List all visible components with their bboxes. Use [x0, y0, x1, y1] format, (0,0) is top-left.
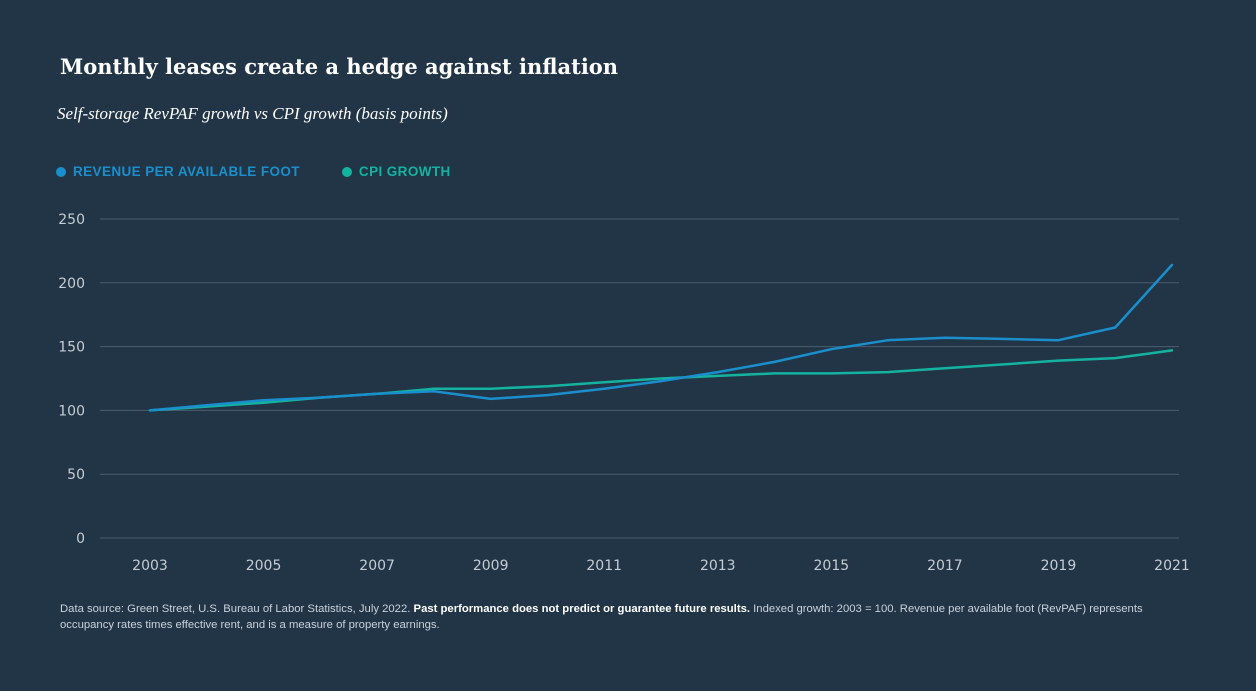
x-axis-ticks: 2003 2005 2007 2009 2011 2013 2015 2017 2019 2021: [132, 558, 1190, 574]
legend-item-revpaf: REVENUE PER AVAILABLE FOOT: [56, 164, 300, 179]
legend-label-revpaf: REVENUE PER AVAILABLE FOOT: [73, 164, 300, 179]
x-tick-label-2005: 2005: [246, 558, 282, 574]
footnote-detail: Indexed growth: 2003 = 100. Revenue per …: [60, 603, 1143, 631]
footnote-disclaimer: Past performance does not predict or gua…: [413, 603, 751, 615]
x-tick-label-2013: 2013: [700, 558, 736, 574]
legend-item-cpi: CPI GROWTH: [341, 164, 451, 179]
y-tick-label-200: 200: [58, 276, 85, 292]
y-tick-label-100: 100: [58, 403, 85, 419]
y-tick-label-50: 50: [67, 467, 85, 483]
legend-dot-cpi: [341, 166, 352, 177]
x-tick-label-2003: 2003: [132, 558, 168, 574]
line-chart: 0 50 100 150 200 250 2003 2005 2007 2009 2011 2013…: [58, 212, 1190, 574]
footnote-source: Data source: Green Street, U.S. Bureau o…: [60, 603, 411, 615]
x-tick-label-2017: 2017: [927, 558, 963, 574]
chart-title: Monthly leases create a hedge against in…: [60, 54, 619, 79]
x-tick-label-2007: 2007: [359, 558, 395, 574]
legend-label-cpi: CPI GROWTH: [358, 164, 451, 179]
grid-lines: [100, 218, 1179, 539]
footnote: Data source: Green Street, U.S. Bureau o…: [60, 601, 1190, 633]
x-tick-label-2015: 2015: [814, 558, 850, 574]
series-line-revpaf: [148, 263, 1174, 412]
series-lines: [148, 263, 1174, 412]
y-tick-label-150: 150: [58, 340, 85, 356]
x-tick-label-2011: 2011: [586, 558, 622, 574]
y-tick-label-0: 0: [76, 531, 85, 547]
legend-dot-revpaf: [56, 166, 66, 177]
chart-legend: REVENUE PER AVAILABLE FOOT CPI GROWTH: [56, 164, 451, 179]
x-tick-label-2019: 2019: [1041, 558, 1077, 574]
chart-subtitle: Self-storage RevPAF growth vs CPI growth…: [57, 104, 448, 123]
y-axis-ticks: 0 50 100 150 200 250: [58, 212, 85, 547]
x-tick-label-2021: 2021: [1154, 558, 1190, 574]
x-tick-label-2009: 2009: [473, 558, 509, 574]
y-tick-label-250: 250: [58, 212, 85, 228]
